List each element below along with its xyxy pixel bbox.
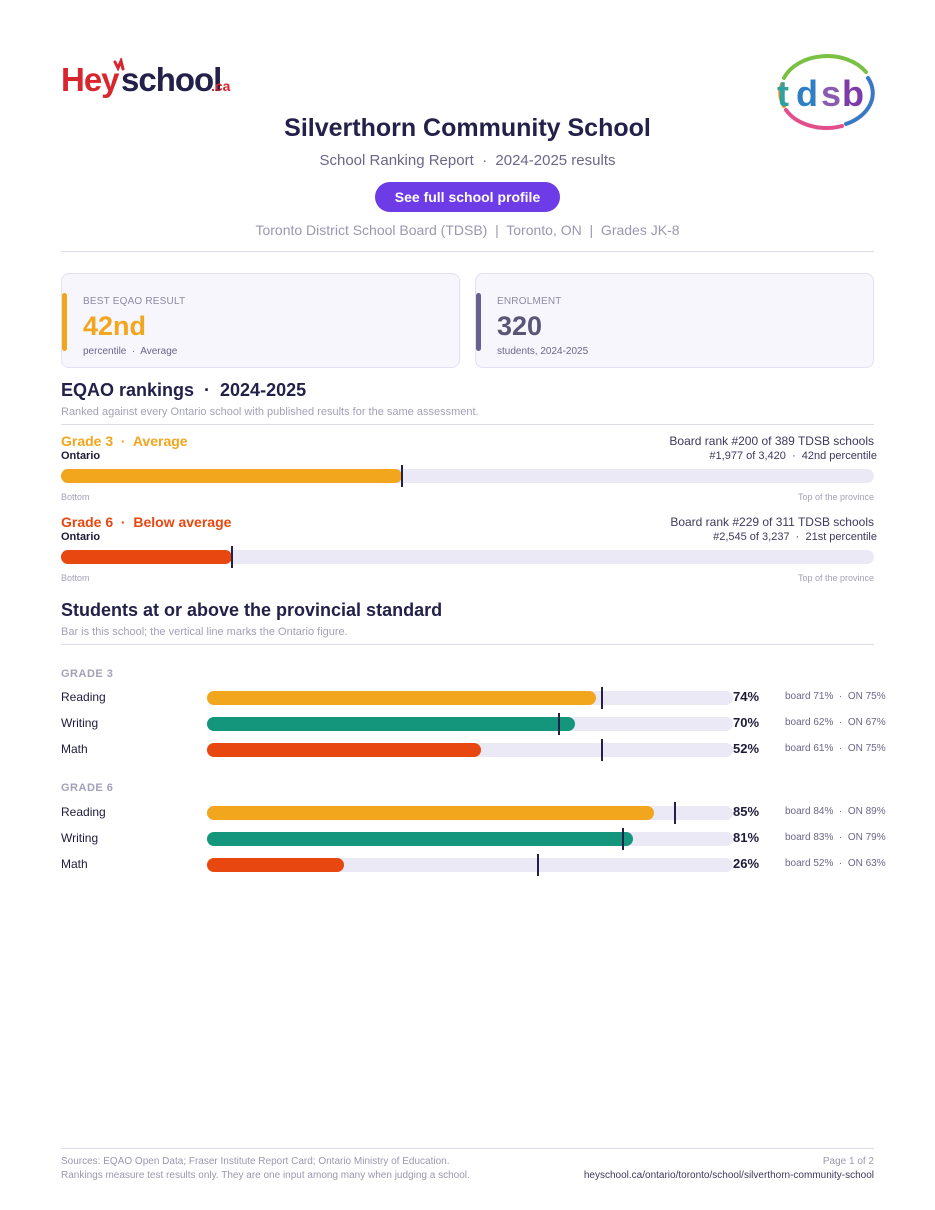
grade6-heading: GRADE 6 bbox=[61, 782, 114, 794]
school-title: Silverthorn Community School bbox=[284, 114, 651, 142]
enrolment-card: ENROLMENT 320 students, 2024-2025 bbox=[475, 273, 874, 368]
rankings-heading: EQAO rankings · 2024-2025 bbox=[61, 380, 307, 400]
rank-grade6-title: Grade 6 · Below average bbox=[61, 514, 232, 530]
subject-label: Reading bbox=[61, 805, 106, 819]
svg-text:.ca: .ca bbox=[211, 78, 231, 94]
subject-label: Writing bbox=[61, 831, 99, 845]
school-percent: 85% bbox=[733, 804, 760, 819]
school-percent: 74% bbox=[733, 689, 760, 704]
page-number: Page 1 of 2 bbox=[822, 1156, 874, 1167]
subject-row: Math 52% board 61% · ON 75% bbox=[0, 739, 935, 761]
percentile-marker bbox=[230, 546, 233, 568]
scale-low-label: Bottom bbox=[61, 492, 90, 502]
svg-text:school: school bbox=[121, 61, 221, 98]
rankings-note: Ranked against every Ontario school with… bbox=[61, 406, 479, 418]
card-value: 320 bbox=[497, 311, 543, 341]
card-accent bbox=[476, 293, 481, 351]
ontario-marker bbox=[674, 802, 677, 824]
divider bbox=[61, 251, 874, 252]
subject-bar-track bbox=[207, 739, 733, 761]
tdsb-logo[interactable]: t d s b bbox=[774, 48, 876, 132]
board-rank-text: Board rank #229 of 311 TDSB schools bbox=[670, 515, 874, 529]
subject-row: Reading 74% board 71% · ON 75% bbox=[0, 687, 935, 709]
school-percent: 81% bbox=[733, 830, 760, 845]
card-label: BEST EQAO RESULT bbox=[83, 296, 186, 307]
subject-bar-track bbox=[207, 854, 733, 876]
comparison-text: board 83% · ON 79% bbox=[785, 832, 886, 843]
ontario-marker bbox=[621, 828, 624, 850]
rank-grade3-title: Grade 3 · Average bbox=[61, 433, 188, 449]
school-percent: 70% bbox=[733, 715, 760, 730]
school-percent: 26% bbox=[733, 856, 760, 871]
school-percent: 52% bbox=[733, 741, 760, 756]
report-subtitle: School Ranking Report · 2024-2025 result… bbox=[319, 152, 616, 169]
subject-bar-track bbox=[207, 828, 733, 850]
subject-label: Reading bbox=[61, 690, 106, 704]
subject-bar-track bbox=[207, 713, 733, 735]
subject-label: Writing bbox=[61, 716, 99, 730]
subject-bar-track bbox=[207, 687, 733, 709]
subject-row: Writing 70% board 62% · ON 67% bbox=[0, 713, 935, 735]
ontario-rank-text: #1,977 of 3,420 · 42nd percentile bbox=[709, 450, 877, 462]
subject-label: Math bbox=[61, 742, 88, 756]
school-bar bbox=[207, 832, 634, 846]
scale-low-label: Bottom bbox=[61, 573, 90, 583]
comparison-text: board 61% · ON 75% bbox=[785, 743, 886, 754]
subject-row: Math 26% board 52% · ON 63% bbox=[0, 854, 935, 876]
heyschool-logo[interactable]: Hey school .ca bbox=[61, 58, 231, 98]
comparison-text: board 52% · ON 63% bbox=[785, 858, 886, 869]
percentile-marker bbox=[401, 465, 404, 487]
card-label: ENROLMENT bbox=[497, 296, 562, 307]
comparison-text: board 62% · ON 67% bbox=[785, 717, 886, 728]
school-bar bbox=[207, 691, 597, 705]
scale-high-label: Top of the province bbox=[797, 573, 874, 583]
standard-note: Bar is this school; the vertical line ma… bbox=[61, 626, 348, 638]
card-sub: students, 2024-2025 bbox=[497, 346, 589, 357]
school-bar bbox=[207, 806, 655, 820]
ontario-marker bbox=[600, 739, 603, 761]
comparison-text: board 71% · ON 75% bbox=[785, 691, 886, 702]
standard-heading: Students at or above the provincial stan… bbox=[61, 600, 443, 620]
subject-row: Reading 85% board 84% · ON 89% bbox=[0, 802, 935, 824]
school-meta-line: Toronto District School Board (TDSB) | T… bbox=[255, 222, 680, 238]
svg-text:s: s bbox=[821, 73, 840, 114]
board-rank-text: Board rank #200 of 389 TDSB schools bbox=[669, 434, 874, 448]
card-value: 42nd bbox=[83, 311, 147, 341]
grade3-heading: GRADE 3 bbox=[61, 668, 114, 680]
best-eqao-card: BEST EQAO RESULT 42nd percentile · Avera… bbox=[61, 273, 460, 368]
percentile-track bbox=[61, 465, 874, 487]
school-bar bbox=[207, 858, 344, 872]
scale-high-label: Top of the province bbox=[797, 492, 874, 502]
footer-sources: Sources: EQAO Open Data; Fraser Institut… bbox=[61, 1156, 450, 1167]
percentile-fill bbox=[61, 469, 403, 483]
comparison-text: board 84% · ON 89% bbox=[785, 806, 886, 817]
percentile-fill bbox=[61, 550, 232, 564]
rank-scope-label: Ontario bbox=[61, 531, 101, 543]
percentile-track bbox=[61, 546, 874, 568]
ontario-marker bbox=[558, 713, 561, 735]
school-bar bbox=[207, 743, 481, 757]
ontario-marker bbox=[537, 854, 540, 876]
svg-text:Hey: Hey bbox=[61, 61, 120, 98]
footer-url-link[interactable]: heyschool.ca/ontario/toronto/school/silv… bbox=[583, 1170, 874, 1181]
footer-divider bbox=[61, 1148, 874, 1149]
footer-disclaimer: Rankings measure test results only. They… bbox=[61, 1170, 470, 1181]
card-accent bbox=[62, 293, 67, 351]
rank-scope-label: Ontario bbox=[61, 450, 101, 462]
card-sub: percentile · Average bbox=[83, 346, 178, 357]
ontario-rank-text: #2,545 of 3,237 · 21st percentile bbox=[713, 531, 877, 543]
school-bar bbox=[207, 717, 576, 731]
ontario-marker bbox=[600, 687, 603, 709]
divider bbox=[61, 424, 874, 425]
svg-text:b: b bbox=[842, 73, 863, 114]
full-profile-button[interactable]: See full school profile bbox=[375, 182, 560, 212]
divider bbox=[61, 644, 874, 645]
subject-bar-track bbox=[207, 802, 733, 824]
subject-row: Writing 81% board 83% · ON 79% bbox=[0, 828, 935, 850]
svg-text:t: t bbox=[777, 73, 789, 114]
svg-text:d: d bbox=[796, 73, 817, 114]
subject-label: Math bbox=[61, 857, 88, 871]
